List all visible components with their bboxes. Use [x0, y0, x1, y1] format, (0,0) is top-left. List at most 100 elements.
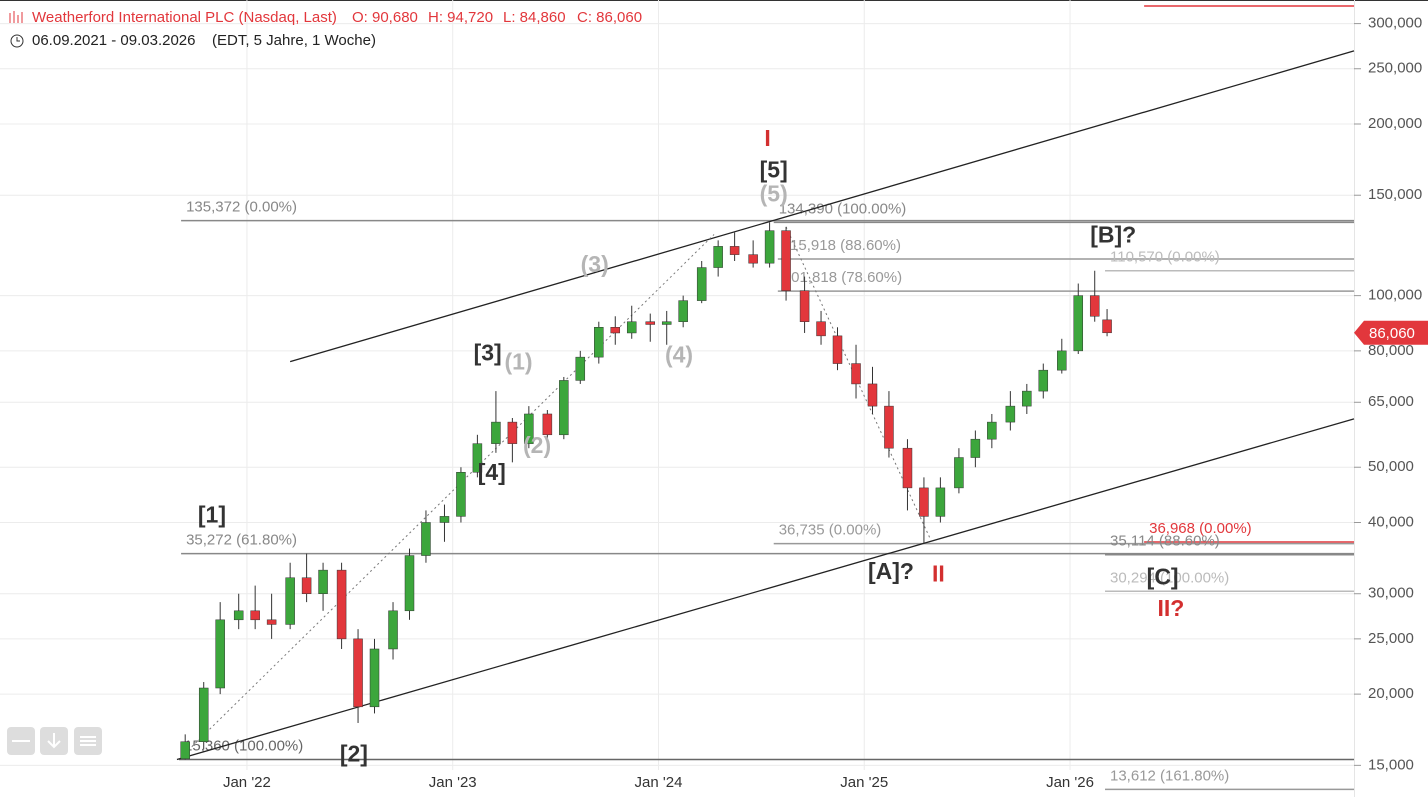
y-tick-label: 100,000: [1368, 287, 1422, 304]
candle-body: [919, 487, 929, 517]
wave-label: [3]: [474, 339, 502, 365]
last-price-tag: [1354, 320, 1428, 345]
dotted-line: [180, 234, 715, 758]
plot: 322,148 (100.00%) 135,372 (0.00%) 134,390 …: [176, 0, 1355, 791]
candle-body: [1038, 369, 1049, 392]
wave-label: [B]?: [1090, 222, 1136, 248]
candle-body: [851, 363, 861, 385]
candle-body: [507, 421, 518, 444]
y-tick-label: 250,000: [1368, 60, 1422, 77]
y-tick-label: 20,000: [1368, 685, 1414, 702]
toolbar: [7, 727, 102, 755]
candle-body: [439, 516, 450, 523]
candle-body: [987, 421, 997, 440]
y-tick-label: 300,000: [1368, 15, 1422, 32]
candle-body: [198, 687, 209, 742]
date-range: 06.09.2021 - 09.03.2026: [32, 32, 195, 49]
clock-hand: [16, 37, 20, 42]
wave-label: [5]: [760, 157, 788, 183]
wave-label: [4]: [478, 459, 506, 485]
candle-body: [626, 321, 637, 334]
candle-body: [250, 610, 260, 621]
wave-label: II: [932, 561, 945, 587]
fib-label: 35,272 (61.80%): [186, 532, 297, 549]
trend-line: [289, 50, 1355, 363]
fib-label: 30,294 (100.00%): [1110, 569, 1229, 586]
wave-label: (1): [504, 349, 532, 375]
ohlc-close: C: 86,060: [577, 9, 642, 26]
x-tick-label: Jan '26: [1046, 774, 1094, 791]
clock-icon: [10, 34, 24, 48]
ohlc-open: O: 90,680: [352, 9, 418, 26]
fib-label: 36,735 (0.00%): [779, 522, 882, 539]
wave-label: [A]?: [868, 558, 914, 584]
candle-body: [559, 380, 569, 436]
candle-body: [970, 438, 981, 458]
wave-label: (2): [523, 432, 551, 458]
ohlc-low: L: 84,860: [503, 9, 566, 26]
candle-body: [180, 741, 190, 760]
candle-body: [832, 335, 843, 364]
candle-body: [215, 619, 225, 689]
candle-body: [456, 471, 466, 517]
candle-body: [1073, 295, 1084, 352]
candle-body: [729, 246, 740, 255]
candle-body: [902, 447, 913, 489]
candle-body: [575, 356, 586, 381]
x-tick-label: Jan '25: [840, 774, 888, 791]
candle-body: [524, 413, 534, 444]
y-tick-label: 80,000: [1368, 342, 1414, 359]
candle-body: [748, 254, 758, 264]
candle-body: [266, 619, 277, 625]
candle-body: [285, 577, 295, 625]
wave-label: (5): [760, 180, 788, 206]
candle-body: [1089, 295, 1100, 317]
x-tick-label: Jan '22: [223, 774, 271, 791]
candle-body: [301, 577, 312, 594]
y-tick-label: 65,000: [1368, 393, 1414, 410]
range-meta: (EDT, 5 Jahre, 1 Woche): [212, 32, 376, 49]
candle-body: [369, 648, 380, 708]
wave-label: (4): [665, 341, 693, 367]
candle-body: [594, 327, 604, 358]
fib-label: 322,148 (100.00%): [1149, 0, 1277, 1]
candle-body: [799, 290, 810, 322]
candle-body: [678, 300, 688, 322]
candle-body: [1057, 350, 1067, 371]
ohlc-high: H: 94,720: [428, 9, 493, 26]
candle-body: [935, 487, 946, 517]
fib-label: 134,390 (100.00%): [779, 200, 907, 217]
wave-label: (3): [581, 251, 609, 277]
candle-body: [491, 421, 501, 444]
fib-label: 13,612 (161.80%): [1110, 767, 1229, 784]
candle-body: [353, 638, 363, 708]
candle-body: [404, 555, 415, 612]
wave-label: [C]: [1147, 564, 1179, 590]
x-tick-label: Jan '24: [635, 774, 683, 791]
header: Weatherford International PLC (Nasdaq, L…: [9, 9, 642, 49]
wave-label: II?: [1157, 595, 1184, 621]
wave-label: [1]: [198, 501, 226, 527]
symbol: Weatherford International PLC (Nasdaq, L…: [32, 9, 337, 26]
candle-body: [233, 610, 244, 621]
candle-body: [388, 610, 398, 650]
candle-body: [884, 405, 894, 449]
fib-label: 135,372 (0.00%): [186, 199, 297, 216]
candle-body: [1005, 405, 1016, 423]
y-tick-label: 200,000: [1368, 115, 1422, 132]
fib-label: 101,818 (78.60%): [783, 269, 902, 286]
candle-body: [318, 569, 328, 594]
candle-body: [661, 321, 672, 325]
wave-label: [2]: [340, 741, 368, 767]
y-tick-label: 40,000: [1368, 513, 1414, 530]
fib-label: 35,114 (88.60%): [1110, 533, 1220, 550]
candle-body: [421, 522, 431, 556]
candle-body: [713, 246, 723, 268]
y-tick-label: 150,000: [1368, 186, 1422, 203]
fib-label: 110,570 (0.00%): [1110, 249, 1220, 266]
toolbar-icons: [12, 733, 96, 749]
candle-body: [1022, 390, 1032, 407]
